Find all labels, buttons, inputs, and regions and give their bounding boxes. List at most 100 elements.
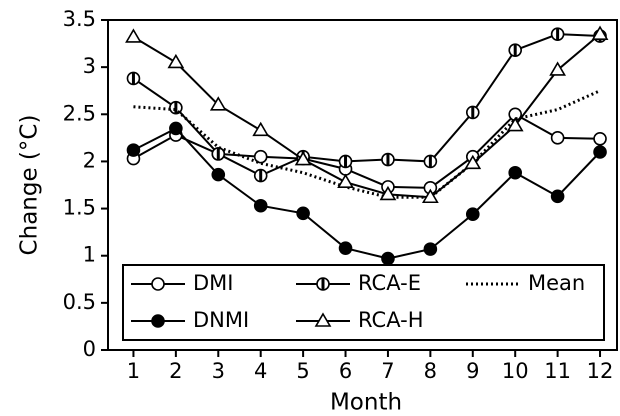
data-point bbox=[167, 53, 185, 69]
data-point bbox=[169, 100, 183, 115]
data-point-shape bbox=[126, 143, 141, 157]
x-tick-label: 2 bbox=[169, 359, 182, 383]
data-point-shape bbox=[338, 241, 353, 255]
data-point bbox=[591, 25, 609, 40]
data-point-shape bbox=[381, 251, 395, 266]
data-point bbox=[338, 241, 353, 255]
data-point-shape bbox=[294, 150, 312, 166]
data-point bbox=[209, 96, 227, 111]
data-point-shape bbox=[550, 189, 565, 204]
series-line bbox=[132, 113, 601, 189]
x-tick-label: 5 bbox=[296, 359, 309, 383]
legend-label: RCA-E bbox=[358, 271, 421, 295]
x-tick-label: 6 bbox=[339, 359, 352, 383]
data-point bbox=[506, 117, 524, 132]
x-tick-label: 11 bbox=[544, 359, 571, 383]
data-point-shape bbox=[253, 149, 268, 164]
data-point bbox=[211, 147, 226, 161]
data-point bbox=[294, 150, 312, 166]
legend-label: Mean bbox=[528, 271, 585, 295]
legend-label: DMI bbox=[193, 271, 233, 295]
data-point bbox=[253, 149, 268, 164]
x-tick-label: 9 bbox=[466, 359, 479, 383]
legend-marker bbox=[151, 314, 165, 328]
data-point bbox=[423, 242, 438, 256]
data-point-shape bbox=[465, 207, 480, 222]
series-line bbox=[132, 33, 601, 199]
data-point-shape bbox=[296, 206, 310, 221]
data-point-shape bbox=[593, 145, 607, 159]
data-point-shape bbox=[379, 185, 397, 201]
x-tick-label: 1 bbox=[127, 359, 140, 383]
data-point bbox=[211, 167, 226, 182]
data-point bbox=[337, 173, 354, 188]
data-point bbox=[381, 152, 395, 167]
data-point-shape bbox=[464, 154, 482, 170]
legend-marker-shape bbox=[314, 312, 332, 327]
data-point-shape bbox=[211, 167, 226, 182]
data-point-shape bbox=[549, 61, 567, 76]
y-tick-label: 2.5 bbox=[63, 101, 96, 125]
data-point bbox=[252, 121, 270, 137]
data-point-shape bbox=[125, 28, 142, 43]
data-point bbox=[421, 188, 439, 204]
data-point bbox=[253, 168, 268, 183]
x-tick-label: 4 bbox=[254, 359, 267, 383]
legend-box bbox=[122, 264, 605, 341]
data-point-shape bbox=[169, 121, 183, 136]
data-point bbox=[465, 105, 480, 120]
data-point bbox=[338, 154, 353, 169]
data-point-shape bbox=[253, 198, 268, 213]
data-point-shape bbox=[508, 165, 523, 180]
y-tick-label: 1.5 bbox=[63, 196, 96, 220]
data-point bbox=[508, 165, 523, 180]
legend-label: DNMI bbox=[193, 308, 249, 332]
y-tick-label: 3 bbox=[83, 54, 96, 78]
data-point-shape bbox=[423, 242, 438, 256]
legend-label: RCA-H bbox=[358, 308, 423, 332]
legend-marker-shape bbox=[151, 314, 165, 328]
data-point bbox=[253, 198, 268, 213]
data-point bbox=[379, 185, 397, 201]
data-point bbox=[593, 132, 607, 146]
y-axis-label: Change (°C) bbox=[17, 115, 43, 256]
legend-marker bbox=[151, 277, 165, 291]
data-point bbox=[126, 71, 141, 86]
data-point-shape bbox=[421, 188, 439, 204]
data-point bbox=[423, 154, 438, 169]
data-point-shape bbox=[593, 132, 607, 146]
x-tick-label: 12 bbox=[587, 359, 614, 383]
data-point bbox=[549, 61, 567, 76]
y-tick-label: 0.5 bbox=[63, 290, 96, 314]
data-point bbox=[381, 251, 395, 266]
x-tick-label: 10 bbox=[502, 359, 529, 383]
data-point-shape bbox=[591, 25, 609, 40]
data-point bbox=[550, 131, 565, 145]
x-axis-label: Month bbox=[330, 390, 402, 416]
legend-marker bbox=[316, 277, 330, 291]
data-point bbox=[464, 154, 482, 170]
x-tick-label: 7 bbox=[381, 359, 394, 383]
data-point-shape bbox=[337, 173, 354, 188]
data-point bbox=[169, 121, 183, 136]
data-point bbox=[593, 145, 607, 159]
data-point bbox=[550, 27, 565, 41]
x-tick-label: 8 bbox=[424, 359, 437, 383]
plot-frame bbox=[107, 19, 618, 351]
y-tick-label: 1 bbox=[83, 243, 96, 267]
data-point bbox=[508, 43, 523, 57]
y-tick-label: 2 bbox=[83, 148, 96, 172]
data-point-shape bbox=[252, 121, 270, 137]
data-point-shape bbox=[506, 117, 524, 132]
data-point bbox=[125, 28, 142, 43]
y-tick-label: 0 bbox=[83, 337, 96, 361]
series-line bbox=[132, 127, 601, 260]
data-point-shape bbox=[167, 53, 185, 69]
data-point bbox=[126, 143, 141, 157]
legend-marker bbox=[314, 312, 332, 327]
data-point bbox=[296, 206, 310, 221]
data-point bbox=[550, 189, 565, 204]
legend-marker-shape bbox=[151, 277, 165, 291]
